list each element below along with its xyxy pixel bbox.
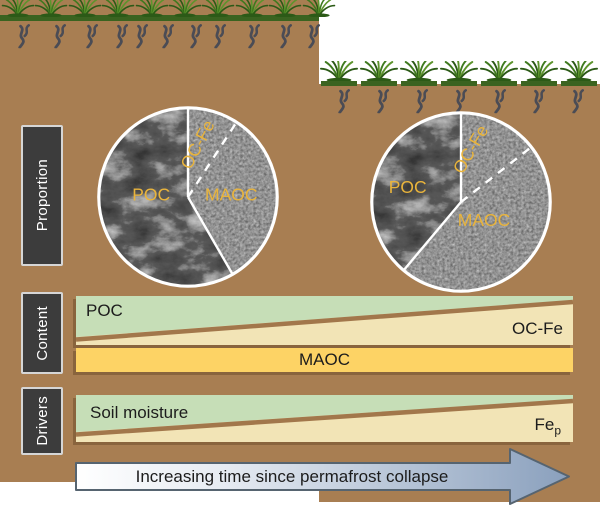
- vegetation-strip-upper: [0, 15, 319, 21]
- section-label-proportion: Proportion: [21, 125, 63, 266]
- grass-tuft-icon: [440, 61, 478, 82]
- grass-tuft-icon: [360, 61, 398, 82]
- pie-right-maoc-label: MAOC: [458, 210, 510, 230]
- grass-tuft-icon: [480, 61, 518, 82]
- proportion-label: Proportion: [33, 159, 51, 232]
- pie-chart-late: POC MAOC OC-Fe: [370, 111, 552, 293]
- content-label: Content: [33, 305, 51, 361]
- pie-left-maoc-label: MAOC: [205, 185, 257, 205]
- grass-tuft-icon: [320, 61, 358, 82]
- content-maoc-label: MAOC: [299, 350, 350, 369]
- content-bar-poc-ocfe: POC OC-Fe: [76, 296, 573, 345]
- pie-right-poc-label: POC: [389, 177, 427, 197]
- grass-tuft-icon: [520, 61, 558, 82]
- time-arrow-label: Increasing time since permafrost collaps…: [135, 466, 449, 486]
- fe-text: Fe: [534, 414, 555, 434]
- drivers-bar: Soil moisture Fep: [76, 395, 573, 442]
- content-ocfe-label: OC-Fe: [512, 319, 563, 338]
- arrow-shape: [75, 448, 570, 505]
- time-arrow: [75, 448, 570, 505]
- pie-chart-early: POC MAOC OC-Fe: [97, 106, 279, 288]
- section-label-drivers: Drivers: [21, 387, 63, 455]
- drivers-fep-label: Fep: [534, 415, 561, 437]
- fe-subscript: p: [554, 423, 561, 437]
- section-label-content: Content: [21, 292, 63, 374]
- grass-tuft-icon: [400, 61, 438, 82]
- grass-tuft-icon: [560, 61, 598, 82]
- content-poc-label: POC: [86, 301, 123, 320]
- drivers-label: Drivers: [33, 396, 51, 446]
- pie-left-poc-label: POC: [132, 185, 170, 205]
- content-bar-maoc: MAOC: [76, 348, 573, 372]
- drivers-soil-moisture-label: Soil moisture: [90, 403, 189, 422]
